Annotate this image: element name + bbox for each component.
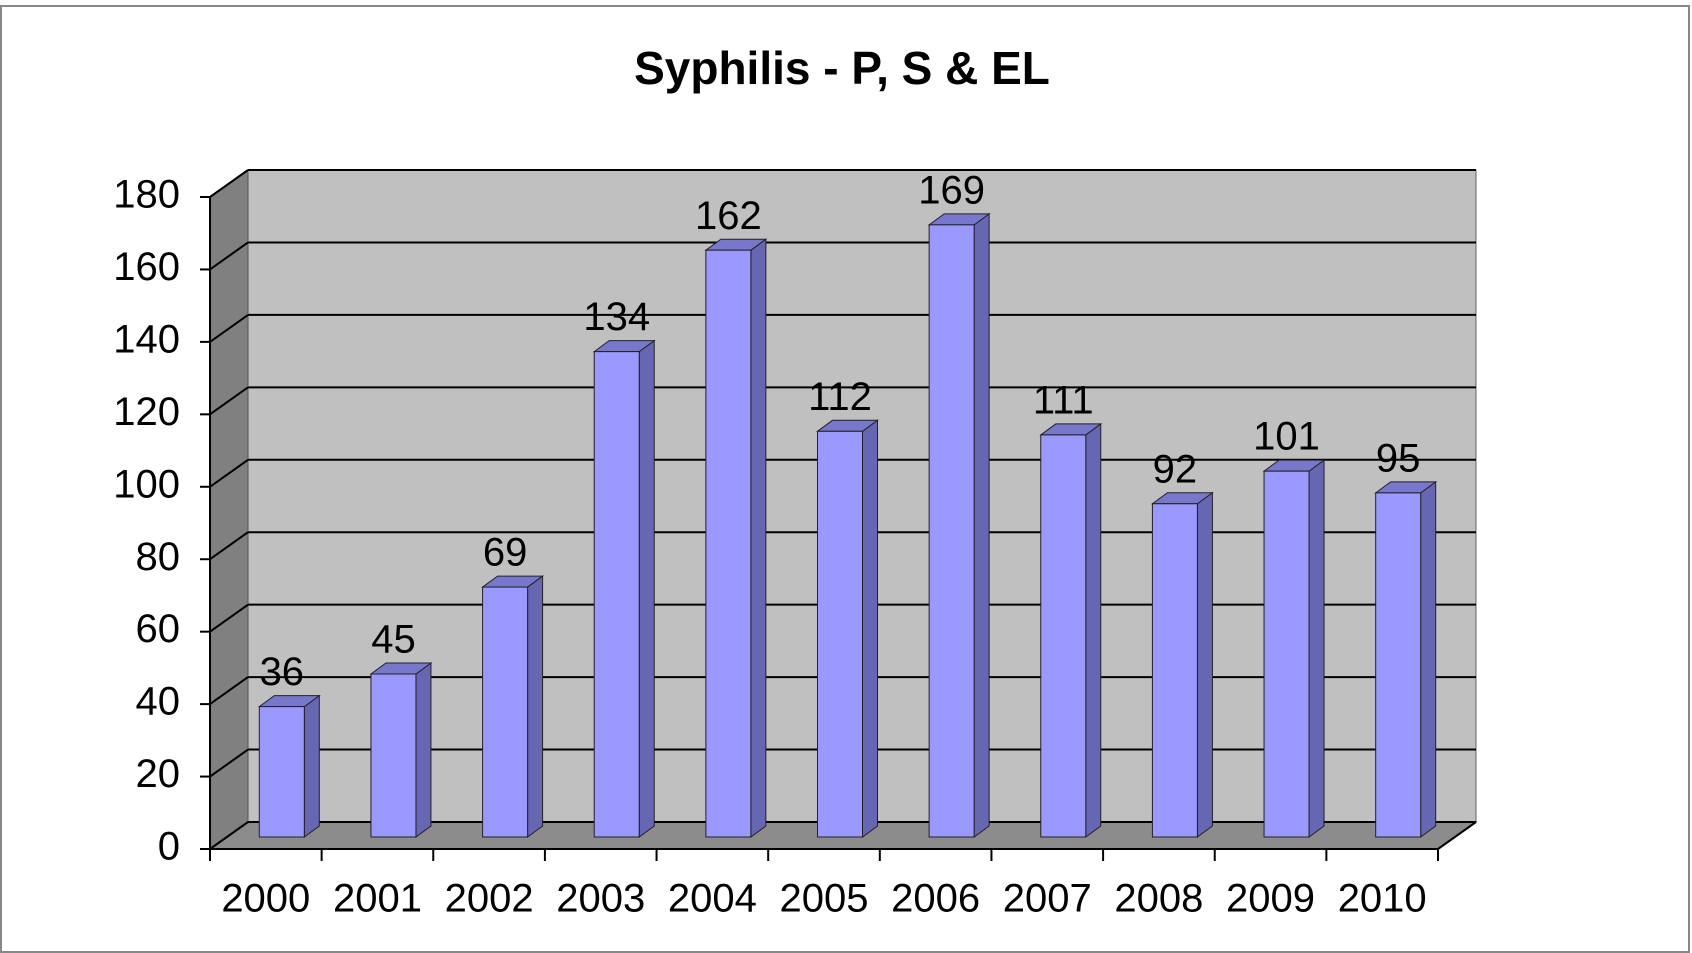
grid-line bbox=[209, 748, 249, 778]
bar-side bbox=[862, 419, 878, 838]
value-label: 111 bbox=[1033, 378, 1094, 422]
bar-side bbox=[527, 575, 544, 838]
value-label: 95 bbox=[1376, 436, 1421, 480]
bar bbox=[1375, 492, 1422, 838]
bar bbox=[1263, 470, 1310, 838]
value-label: 169 bbox=[918, 168, 985, 212]
bar bbox=[928, 224, 975, 838]
grid-line bbox=[209, 241, 249, 271]
bar bbox=[1040, 434, 1087, 838]
bar bbox=[482, 586, 529, 838]
y-tick-label: 160 bbox=[113, 245, 180, 289]
x-axis-depth bbox=[1437, 821, 1477, 850]
x-tick-label: 2008 bbox=[1114, 877, 1203, 921]
bar bbox=[817, 430, 863, 838]
y-tick-label: 20 bbox=[136, 752, 181, 796]
bar bbox=[593, 351, 640, 838]
y-tick-label: 140 bbox=[113, 317, 180, 361]
y-tick-label: 60 bbox=[136, 607, 181, 651]
y-tick-label: 0 bbox=[158, 825, 180, 869]
chart-title: Syphilis - P, S & EL bbox=[634, 42, 1050, 94]
bar-side bbox=[1308, 459, 1325, 838]
value-label: 134 bbox=[583, 295, 650, 339]
x-tick-label: 2002 bbox=[445, 877, 534, 921]
grid-line bbox=[209, 676, 249, 705]
bar bbox=[370, 673, 417, 838]
bar bbox=[1151, 503, 1198, 838]
bar-side bbox=[973, 212, 990, 838]
value-label: 92 bbox=[1153, 447, 1198, 491]
y-tick-label: 120 bbox=[113, 390, 180, 434]
x-tick-label: 2006 bbox=[891, 877, 980, 921]
value-label: 45 bbox=[371, 618, 416, 662]
y-tick-label: 100 bbox=[113, 462, 180, 506]
grid-line bbox=[209, 531, 249, 561]
value-label: 112 bbox=[808, 375, 872, 419]
grid-line bbox=[209, 386, 249, 416]
x-tick-label: 2009 bbox=[1226, 877, 1315, 921]
grid-line bbox=[209, 314, 249, 343]
bar bbox=[705, 249, 752, 838]
x-tick-label: 2005 bbox=[780, 877, 869, 921]
x-tick-label: 2000 bbox=[221, 877, 310, 921]
bar-side bbox=[638, 339, 655, 838]
grid-line bbox=[209, 169, 249, 198]
bar-side bbox=[1085, 422, 1102, 838]
x-tick-label: 2001 bbox=[333, 877, 422, 921]
value-label: 162 bbox=[695, 194, 762, 238]
grid-line bbox=[209, 458, 249, 488]
side-wall bbox=[209, 169, 249, 850]
bar bbox=[258, 706, 305, 838]
grid-line bbox=[209, 821, 249, 850]
y-tick-label: 40 bbox=[136, 680, 181, 724]
y-tick-label: 180 bbox=[113, 173, 180, 217]
bar-side bbox=[1196, 491, 1213, 838]
grid-line bbox=[209, 603, 249, 633]
x-tick-label: 2004 bbox=[668, 877, 757, 921]
value-label: 36 bbox=[260, 650, 305, 694]
bar-side bbox=[750, 238, 767, 838]
bar-side bbox=[415, 662, 432, 838]
value-label: 69 bbox=[483, 531, 528, 575]
x-tick-label: 2003 bbox=[556, 877, 645, 921]
x-tick-label: 2010 bbox=[1338, 877, 1427, 921]
bar-side bbox=[303, 694, 320, 838]
value-label: 101 bbox=[1253, 415, 1320, 459]
bar-side bbox=[1420, 480, 1437, 838]
y-tick-label: 80 bbox=[136, 535, 181, 579]
x-tick-label: 2007 bbox=[1003, 877, 1092, 921]
